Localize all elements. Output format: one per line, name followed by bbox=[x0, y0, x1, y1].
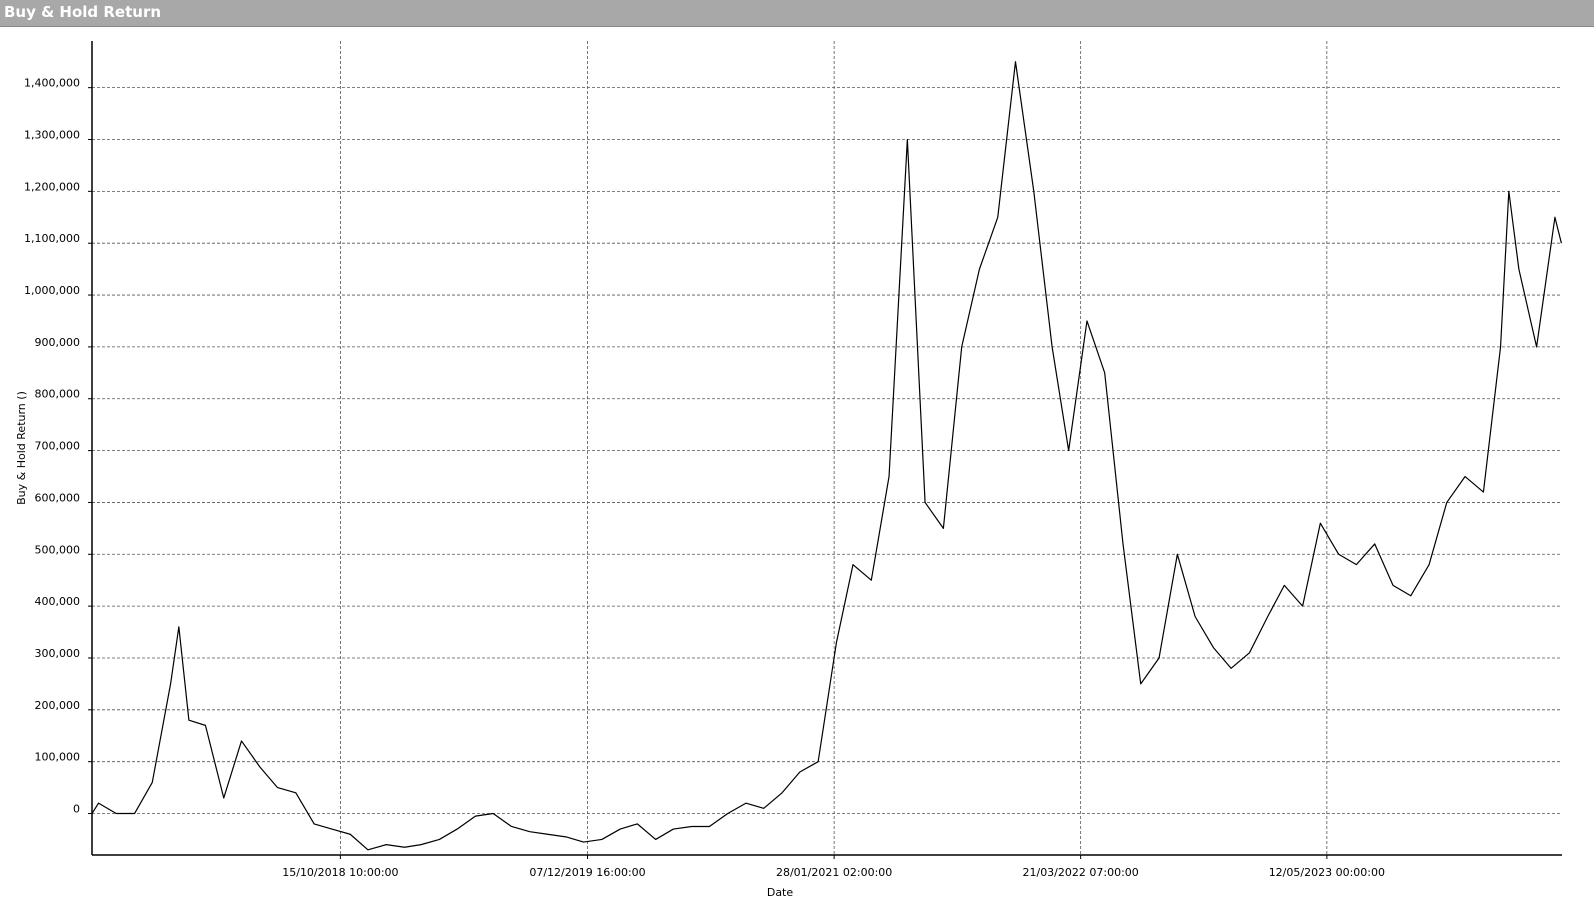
y-tick-label: 1,400,000 bbox=[24, 77, 80, 90]
y-tick-label: 1,300,000 bbox=[24, 129, 80, 142]
x-tick-label: 12/05/2023 00:00:00 bbox=[1269, 866, 1385, 879]
return-line bbox=[91, 61, 1562, 851]
y-tick-label: 500,000 bbox=[35, 543, 81, 556]
y-tick-label: 0 bbox=[73, 803, 80, 816]
y-tick-label: 600,000 bbox=[35, 491, 81, 504]
y-tick-label: 400,000 bbox=[35, 595, 81, 608]
y-axis-label: Buy & Hold Return () bbox=[15, 391, 28, 505]
x-tick-label: 15/10/2018 10:00:00 bbox=[282, 866, 398, 879]
window-header: Buy & Hold Return bbox=[0, 0, 1594, 27]
y-tick-label: 900,000 bbox=[35, 336, 81, 349]
y-tick-label: 700,000 bbox=[35, 440, 81, 453]
y-tick-label: 800,000 bbox=[35, 388, 81, 401]
y-tick-label: 1,100,000 bbox=[24, 232, 80, 245]
x-axis-label: Date bbox=[767, 886, 794, 899]
y-tick-label: 200,000 bbox=[35, 699, 81, 712]
y-tick-label: 1,000,000 bbox=[24, 284, 80, 297]
x-tick-label: 21/03/2022 07:00:00 bbox=[1022, 866, 1138, 879]
x-tick-label: 28/01/2021 02:00:00 bbox=[776, 866, 892, 879]
y-tick-label: 1,200,000 bbox=[24, 180, 80, 193]
window-title: Buy & Hold Return bbox=[4, 3, 162, 21]
y-tick-label: 100,000 bbox=[35, 751, 81, 764]
chart: Date Buy & Hold Return () 0 100,000 200,00… bbox=[15, 41, 1562, 899]
x-tick-label: 07/12/2019 16:00:00 bbox=[529, 866, 645, 879]
y-tick-label: 300,000 bbox=[35, 647, 81, 660]
